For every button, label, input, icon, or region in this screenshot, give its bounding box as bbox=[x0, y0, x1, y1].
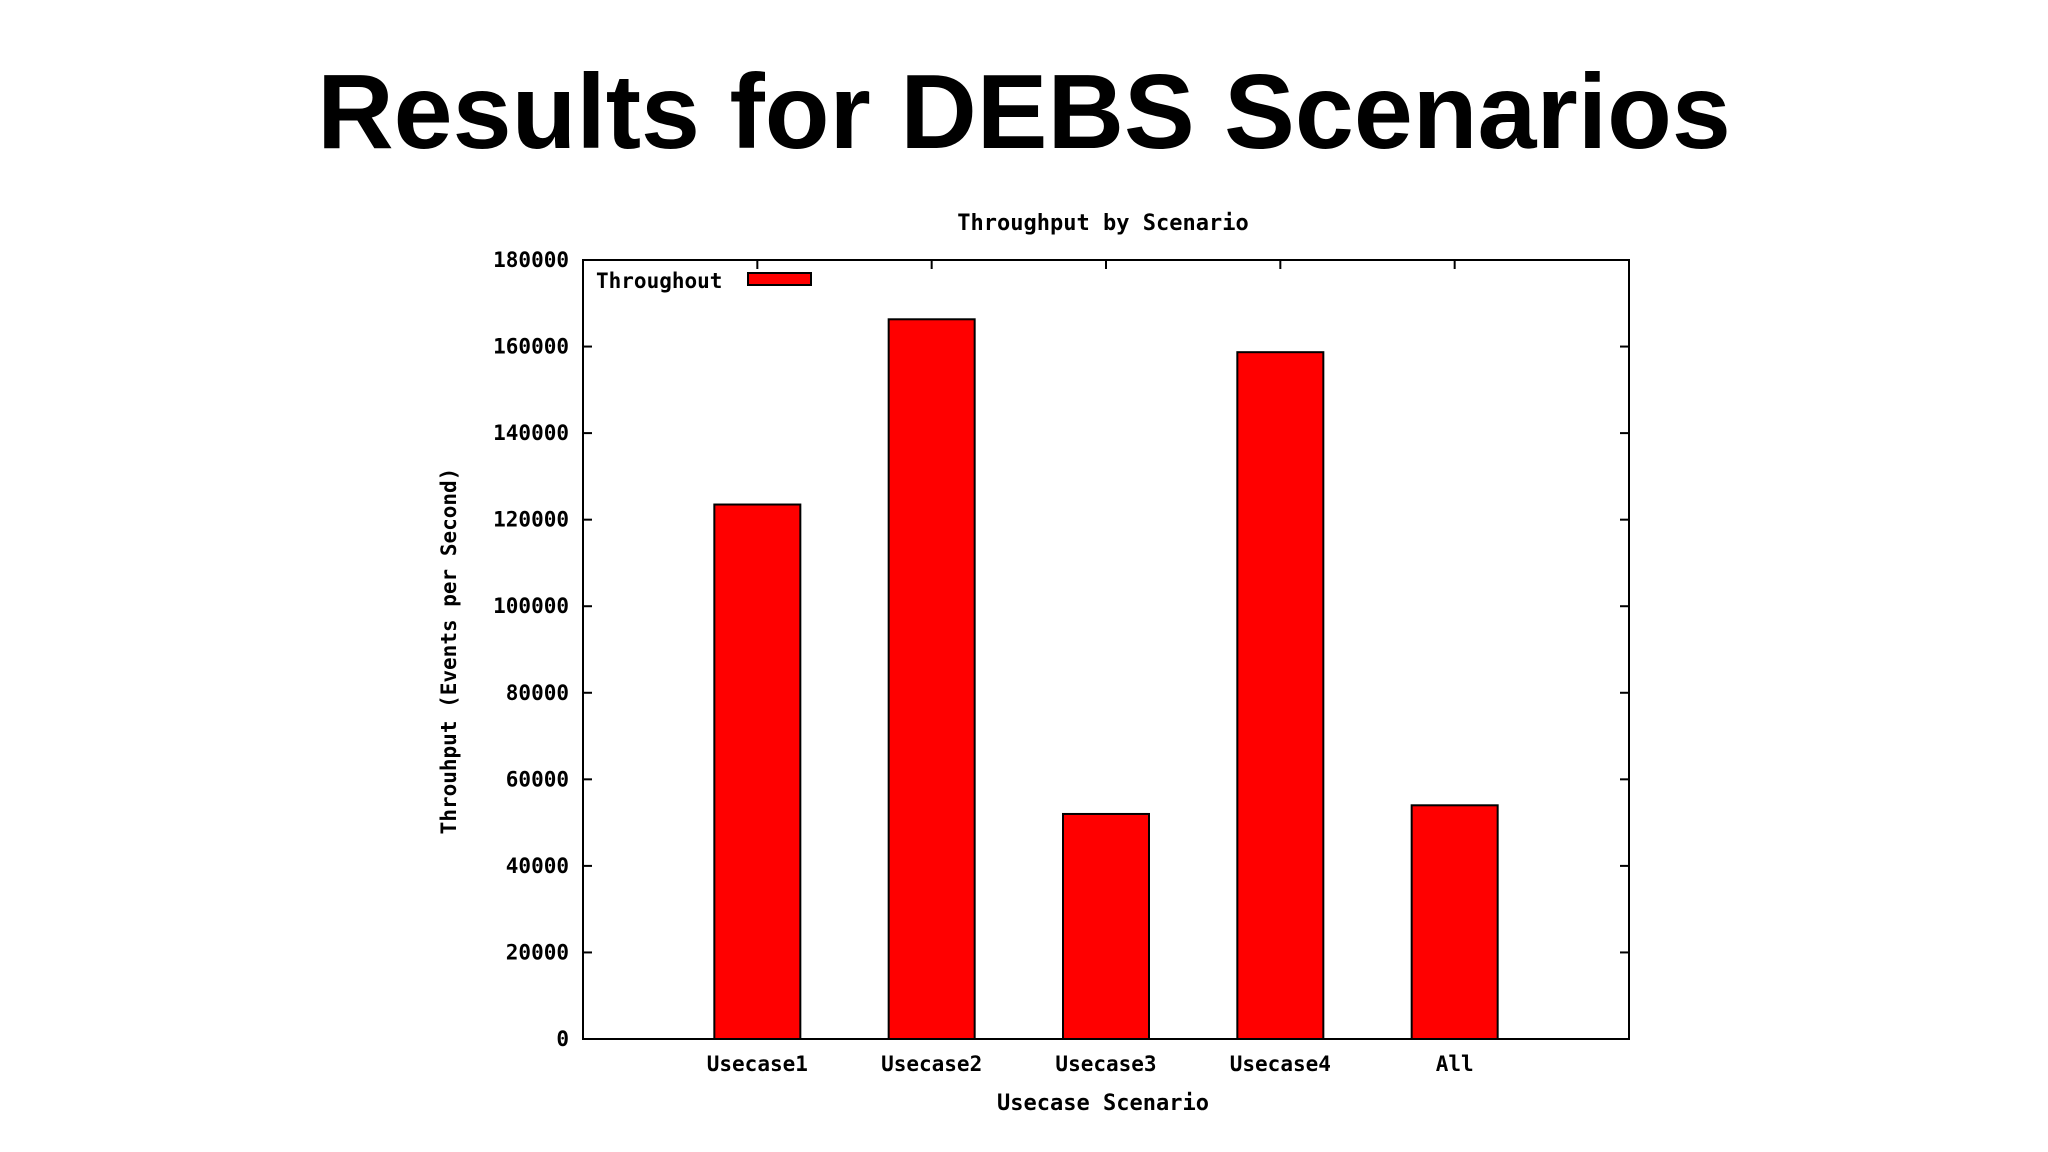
y-tick-label: 100000 bbox=[493, 594, 569, 618]
x-axis-label: Usecase Scenario bbox=[997, 1091, 1209, 1116]
legend-swatch bbox=[747, 272, 812, 286]
chart-title: Throughput by Scenario bbox=[957, 211, 1248, 236]
bar-usecase4 bbox=[1236, 351, 1325, 1041]
y-tick-label: 80000 bbox=[506, 681, 569, 705]
y-tick-label: 160000 bbox=[493, 335, 569, 359]
slide-title: Results for DEBS Scenarios bbox=[317, 53, 1731, 171]
legend-label: Throughout bbox=[596, 269, 722, 293]
x-tick-label: Usecase4 bbox=[1230, 1052, 1331, 1076]
bar-usecase3 bbox=[1062, 812, 1150, 1041]
y-tick-label: 120000 bbox=[493, 508, 569, 532]
y-tick-label: 180000 bbox=[493, 248, 569, 272]
x-tick-label: Usecase1 bbox=[707, 1052, 808, 1076]
plot-area: 0 20000 40000 60000 80000 100000 120000 140000 1… bbox=[493, 248, 1630, 1076]
bar-usecase2 bbox=[887, 318, 976, 1041]
y-tick-label: 140000 bbox=[493, 421, 569, 445]
y-axis-label: Throuhput (Events per Second) bbox=[437, 468, 461, 835]
y-tick-label: 40000 bbox=[506, 854, 569, 878]
y-tick-label: 0 bbox=[556, 1027, 569, 1051]
bar-usecase1 bbox=[713, 503, 802, 1040]
x-tick-label: Usecase2 bbox=[881, 1052, 982, 1076]
y-tick-label: 20000 bbox=[506, 940, 569, 964]
x-tick-label: All bbox=[1436, 1052, 1474, 1076]
y-tick-label: 60000 bbox=[506, 767, 569, 791]
bar-all bbox=[1410, 804, 1499, 1040]
y-axis-label-group: Throuhput (Events per Second) bbox=[437, 468, 461, 835]
x-tick-label: Usecase3 bbox=[1055, 1052, 1156, 1076]
